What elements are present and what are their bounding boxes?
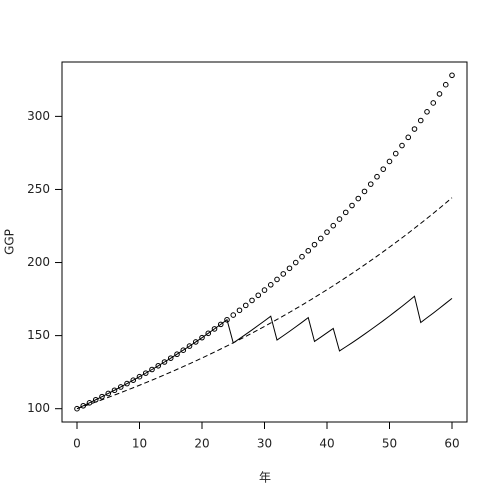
data-point — [180, 347, 187, 354]
data-point — [442, 81, 449, 88]
data-point — [99, 393, 105, 400]
data-point — [430, 100, 437, 106]
data-point — [205, 330, 212, 337]
data-point — [336, 216, 343, 222]
y-axis-label: GGP — [3, 229, 17, 255]
data-point — [161, 359, 168, 365]
data-point — [386, 158, 393, 165]
data-point — [142, 370, 149, 376]
data-point — [211, 326, 218, 332]
data-point — [292, 259, 299, 266]
data-point — [380, 166, 387, 172]
data-point — [317, 235, 324, 242]
data-point — [305, 247, 312, 254]
data-point — [261, 287, 268, 293]
data-point — [399, 142, 405, 149]
data-point — [217, 321, 224, 328]
data-point — [424, 109, 430, 115]
data-point — [367, 181, 374, 187]
x-tick-label: 60 — [444, 437, 459, 451]
data-point — [86, 399, 93, 406]
data-point — [167, 355, 174, 361]
data-point — [124, 380, 130, 387]
data-point — [349, 202, 355, 209]
data-point — [155, 362, 162, 369]
data-point — [449, 72, 455, 79]
y-tick-label: 300 — [27, 109, 50, 123]
data-point — [117, 384, 124, 390]
x-tick-label: 10 — [132, 437, 147, 451]
data-point — [236, 307, 243, 314]
data-point — [405, 134, 412, 141]
data-point — [361, 188, 368, 195]
y-tick-label: 100 — [27, 401, 50, 415]
y-tick-label: 250 — [27, 182, 50, 196]
data-point — [230, 312, 237, 318]
data-point — [274, 276, 280, 283]
data-point — [74, 405, 80, 412]
data-point — [136, 373, 143, 380]
data-point — [149, 366, 155, 373]
data-point — [324, 229, 330, 235]
y-tick-label: 200 — [27, 255, 50, 269]
x-tick-label: 30 — [257, 437, 272, 451]
data-point — [174, 351, 180, 358]
data-point — [411, 126, 418, 132]
data-point — [330, 222, 337, 229]
data-point — [355, 195, 362, 202]
data-point — [249, 297, 255, 304]
data-point — [311, 241, 318, 248]
x-tick-label: 40 — [319, 437, 334, 451]
data-point — [224, 316, 230, 323]
data-point — [130, 377, 137, 383]
data-point — [392, 150, 399, 157]
x-axis-label: 年 — [259, 471, 271, 485]
data-point — [255, 292, 262, 299]
data-point — [436, 91, 443, 97]
data-point — [286, 265, 293, 272]
data-point — [242, 302, 249, 309]
data-point — [105, 390, 112, 397]
data-point — [299, 253, 305, 260]
y-tick-label: 150 — [27, 328, 50, 342]
data-point — [111, 387, 118, 394]
plot-frame — [61, 61, 468, 423]
data-line — [76, 197, 453, 410]
data-point — [267, 282, 274, 288]
data-point — [192, 339, 199, 345]
data-point — [374, 173, 380, 180]
data-point — [342, 209, 349, 216]
x-tick-label: 50 — [382, 437, 397, 451]
data-point — [417, 117, 424, 124]
x-tick-label: 20 — [194, 437, 209, 451]
x-tick-label: 0 — [73, 437, 81, 451]
data-point — [280, 271, 287, 277]
data-point — [199, 334, 205, 341]
data-line — [76, 295, 453, 410]
data-point — [186, 343, 193, 349]
